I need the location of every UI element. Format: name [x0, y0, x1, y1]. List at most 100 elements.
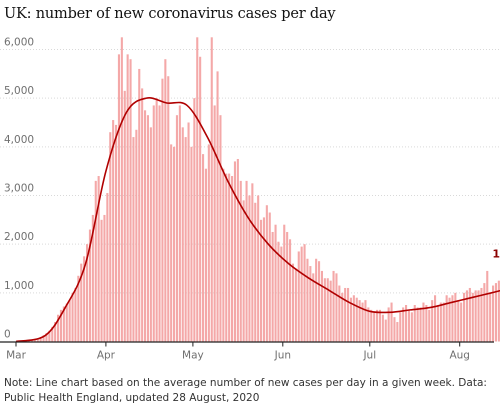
bar	[33, 339, 36, 342]
bar	[129, 59, 132, 342]
average-line: 1522	[15, 97, 500, 343]
bar	[434, 295, 437, 342]
bar	[175, 115, 178, 342]
bar	[88, 229, 91, 342]
bar	[486, 270, 489, 342]
bar	[173, 146, 176, 342]
bar	[80, 263, 83, 342]
bar	[289, 239, 292, 342]
bar	[146, 115, 149, 342]
bar	[112, 120, 115, 342]
bar	[62, 306, 65, 342]
y-tick-label: 2,000	[4, 231, 34, 243]
bar	[361, 302, 364, 342]
bar	[141, 88, 144, 342]
bar	[390, 302, 393, 342]
x-tick-label: Apr	[97, 350, 116, 362]
bar	[248, 195, 251, 342]
y-tick-label: 3,000	[4, 182, 34, 194]
x-tick-label: Aug	[449, 350, 470, 362]
bar	[199, 56, 202, 342]
bar	[492, 285, 495, 342]
bar	[477, 290, 480, 342]
bar	[445, 295, 448, 342]
bar	[158, 105, 161, 342]
bar	[117, 54, 120, 342]
axes: 0 1,000 2,000 3,000 4,000 5,000 6,000 Mar Apr May…	[0, 36, 494, 362]
bar	[344, 287, 347, 342]
bar	[419, 307, 422, 342]
bar	[268, 212, 271, 342]
bar	[251, 183, 254, 342]
bar	[106, 193, 109, 342]
bar	[109, 132, 112, 342]
bar	[231, 176, 234, 342]
bar	[387, 307, 390, 342]
callout-label: 1522	[492, 247, 500, 260]
bar	[254, 202, 257, 342]
bar	[335, 273, 338, 342]
bar	[367, 307, 370, 342]
bar	[187, 122, 190, 342]
bar	[396, 322, 399, 342]
bar	[138, 68, 141, 342]
bar	[297, 251, 300, 342]
bar	[91, 214, 94, 342]
bar	[123, 90, 126, 342]
bar	[312, 273, 315, 342]
bar	[219, 115, 222, 342]
y-tick-label: 4,000	[4, 134, 34, 146]
bar	[236, 158, 239, 342]
bars	[16, 37, 500, 342]
bar	[265, 205, 268, 342]
bar	[193, 98, 196, 342]
bar	[59, 309, 62, 342]
bar	[71, 292, 74, 342]
bar	[399, 312, 402, 342]
bar	[428, 309, 431, 342]
bar	[233, 161, 236, 342]
bar	[448, 297, 451, 342]
bar	[497, 280, 500, 342]
bar	[184, 137, 187, 342]
bar	[210, 37, 213, 342]
chart-title: UK: number of new coronavirus cases per …	[4, 6, 336, 22]
bar	[460, 302, 463, 342]
bar	[393, 317, 396, 342]
bar	[132, 137, 135, 342]
bar	[126, 54, 129, 342]
bar	[97, 176, 100, 342]
bar	[341, 292, 344, 342]
bar	[494, 283, 497, 342]
bar	[213, 105, 216, 342]
bar	[164, 59, 167, 342]
bar	[471, 292, 474, 342]
chart-note: Note: Line chart based on the average nu…	[4, 377, 487, 404]
bar	[303, 244, 306, 342]
bar	[36, 338, 39, 342]
bar	[468, 287, 471, 342]
bar	[378, 309, 381, 342]
bar	[410, 312, 413, 342]
bar	[347, 287, 350, 342]
bar	[245, 180, 248, 342]
bar	[358, 300, 361, 342]
x-tick-label: May	[182, 350, 204, 362]
bar	[51, 326, 54, 342]
bar	[294, 268, 297, 342]
weekly-average-line	[15, 97, 500, 343]
bar	[318, 261, 321, 342]
bar	[68, 300, 71, 342]
bar	[436, 305, 439, 342]
bar	[86, 244, 89, 342]
bar	[271, 231, 274, 342]
bar	[355, 297, 358, 342]
bar	[425, 305, 428, 342]
bar	[280, 246, 283, 342]
bar	[315, 258, 318, 342]
bar	[30, 340, 33, 342]
bar	[439, 302, 442, 342]
bar	[320, 270, 323, 342]
bar	[65, 303, 68, 342]
bar	[149, 127, 152, 342]
